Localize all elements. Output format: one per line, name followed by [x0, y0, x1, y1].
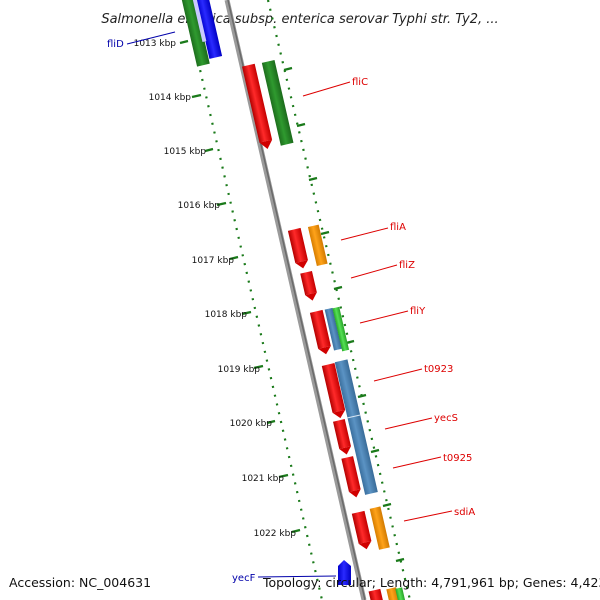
gene-fliC-cds[interactable]: [242, 63, 274, 151]
gene-fliY-trna[interactable]: [332, 306, 350, 352]
gene-fliY-blast[interactable]: [324, 307, 342, 351]
leader-fliA: [340, 227, 389, 241]
label-fliZ[interactable]: fliZ: [399, 260, 415, 271]
leader-yecS: [384, 417, 433, 430]
scale-label-1013: 1013 kbp: [134, 39, 177, 49]
leader-sdiA: [403, 510, 453, 522]
gene-t0923-blast[interactable]: [334, 359, 378, 495]
leader-fliY: [359, 310, 409, 324]
leader-yecF: [257, 575, 337, 578]
label-fliC[interactable]: fliC: [352, 77, 368, 88]
gene-fliD-green[interactable]: [178, 0, 210, 67]
gene-yecF[interactable]: [338, 560, 351, 585]
scale-label-1015: 1015 kbp: [164, 147, 207, 157]
map-title: Salmonella enterica subsp. enterica sero…: [101, 12, 498, 27]
leader-fliC: [302, 81, 351, 97]
label-fliY[interactable]: fliY: [410, 306, 426, 317]
label-fliD[interactable]: fliD: [107, 39, 124, 50]
gene-fliZ-cds[interactable]: [300, 270, 318, 302]
scale-label-1020: 1020 kbp: [230, 419, 273, 429]
label-fliA[interactable]: fliA: [390, 222, 406, 233]
leader-t0925: [392, 456, 442, 469]
gene-fliC-blast[interactable]: [261, 59, 294, 146]
gene-t0923-cds[interactable]: [321, 363, 347, 420]
gene-fliA-orange[interactable]: [307, 224, 328, 267]
outer-ticks: [283, 66, 405, 563]
gene-sdiA-cds[interactable]: [351, 510, 373, 551]
leader-t0923: [373, 368, 423, 382]
scale-labels: 1013 kbp 1014 kbp 1015 kbp 1016 kbp 1017…: [134, 39, 297, 539]
gene-fliY-cds[interactable]: [309, 309, 332, 356]
gene-sdiA-orange[interactable]: [369, 506, 390, 550]
scale-label-1017: 1017 kbp: [192, 256, 235, 266]
gene-t0925-cds[interactable]: [341, 456, 362, 499]
scale-track-inner: [182, 0, 324, 600]
gene-yecS-cds[interactable]: [333, 419, 353, 456]
scale-label-1014: 1014 kbp: [149, 93, 192, 103]
scale-label-1016: 1016 kbp: [178, 201, 221, 211]
label-t0925[interactable]: t0925: [443, 453, 472, 464]
accession-text: Accession: NC_004631: [9, 575, 151, 590]
scale-track-outer: [266, 0, 412, 600]
scale-label-1022: 1022 kbp: [254, 529, 297, 539]
label-sdiA[interactable]: sdiA: [454, 507, 475, 518]
scale-label-1019: 1019 kbp: [218, 365, 261, 375]
leader-fliD: [126, 31, 176, 45]
leader-fliZ: [350, 264, 398, 279]
gene-fliA-cds[interactable]: [287, 227, 310, 270]
major-ticks: [179, 39, 301, 534]
label-yecS[interactable]: yecS: [434, 413, 458, 424]
scale-label-1018: 1018 kbp: [205, 310, 248, 320]
scale-label-1021: 1021 kbp: [242, 474, 285, 484]
label-t0923[interactable]: t0923: [424, 364, 453, 375]
gene-bottom-partial[interactable]: [368, 587, 406, 600]
gene-fliD-blue[interactable]: [189, 0, 223, 60]
label-yecF[interactable]: yecF: [232, 573, 256, 584]
topology-text: Topology: circular; Length: 4,791,961 bp…: [262, 575, 600, 590]
